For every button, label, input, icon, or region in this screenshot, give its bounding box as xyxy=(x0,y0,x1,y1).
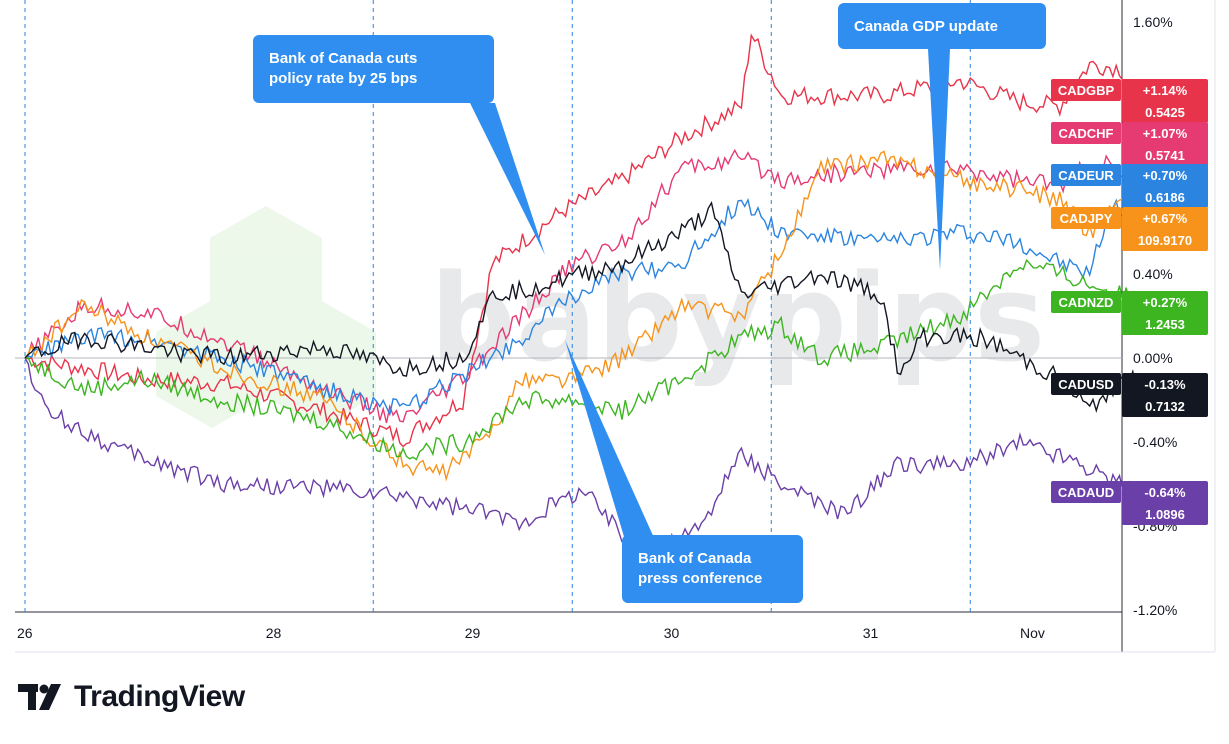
annotation-callout: Bank of Canada press conference xyxy=(565,340,803,603)
series-price: 0.5425 xyxy=(1145,105,1185,120)
series-label-cadchf: CADCHF +1.07% 0.5741 xyxy=(1051,122,1208,166)
series-label-cadgbp: CADGBP +1.14% 0.5425 xyxy=(1051,79,1208,123)
series-name: CADEUR xyxy=(1058,168,1114,183)
y-tick-label: -1.20% xyxy=(1133,602,1177,618)
series-price: 1.0896 xyxy=(1145,507,1185,522)
annotation-tail xyxy=(565,340,655,540)
annotation-callout: Bank of Canada cuts policy rate by 25 bps xyxy=(253,35,545,255)
series-price: 0.5741 xyxy=(1145,148,1185,163)
series-change: +1.07% xyxy=(1143,126,1188,141)
tradingview-logo: TradingView xyxy=(18,680,245,714)
watermark: babypips xyxy=(156,206,1045,428)
series-line-cadaud xyxy=(24,357,1160,569)
series-name-tag xyxy=(1051,291,1121,313)
annotation-text: press conference xyxy=(638,570,762,587)
series-value-tag xyxy=(1122,373,1208,417)
annotation-callout: Canada GDP update xyxy=(838,3,1046,270)
series-change: +0.27% xyxy=(1143,295,1188,310)
series-name: CADAUD xyxy=(1058,485,1114,500)
series-price: 1.2453 xyxy=(1145,317,1185,332)
series-name-tag xyxy=(1051,373,1121,395)
x-tick-label: 31 xyxy=(863,625,879,641)
y-tick-label: 1.60% xyxy=(1133,14,1173,30)
series-change: -0.13% xyxy=(1144,377,1186,392)
annotation-box xyxy=(622,535,803,603)
watermark-text: babypips xyxy=(430,250,1045,389)
series-value-tag xyxy=(1122,291,1208,335)
y-tick-label: 0.00% xyxy=(1133,350,1173,366)
series-name: CADGBP xyxy=(1058,83,1115,98)
annotation-text: policy rate by 25 bps xyxy=(269,70,417,87)
annotation-text: Bank of Canada cuts xyxy=(269,50,417,67)
series-name: CADJPY xyxy=(1060,211,1113,226)
x-tick-label: 28 xyxy=(266,625,282,641)
series-name-tag xyxy=(1051,207,1121,229)
series-name-tag xyxy=(1051,481,1121,503)
y-tick-label: -0.40% xyxy=(1133,434,1177,450)
series-value-tag xyxy=(1122,207,1208,251)
x-tick-label: Nov xyxy=(1020,625,1045,641)
series-value-tag xyxy=(1122,79,1208,123)
series-value-tag xyxy=(1122,122,1208,166)
series-change: +0.70% xyxy=(1143,168,1188,183)
series-price: 0.7132 xyxy=(1145,399,1185,414)
series-label-cadnzd: CADNZD +0.27% 1.2453 xyxy=(1051,291,1208,335)
series-line-cadchf xyxy=(24,132,1160,424)
series-change: +1.14% xyxy=(1143,83,1188,98)
annotation-tail xyxy=(470,103,545,255)
x-tick-label: 30 xyxy=(664,625,680,641)
series-value-tag xyxy=(1122,164,1208,208)
series-value-tag xyxy=(1122,481,1208,525)
series-label-cadeur: CADEUR +0.70% 0.6186 xyxy=(1051,164,1208,208)
series-name-tag xyxy=(1051,164,1121,186)
annotation-text: Bank of Canada xyxy=(638,550,752,567)
series-name: CADCHF xyxy=(1059,126,1114,141)
series-label-cadaud: CADAUD -0.64% 1.0896 xyxy=(1051,481,1208,525)
series-name-tag xyxy=(1051,79,1121,101)
series-price: 0.6186 xyxy=(1145,190,1185,205)
series-label-cadjpy: CADJPY +0.67% 109.9170 xyxy=(1051,207,1208,251)
series-line-cadusd xyxy=(24,201,1160,414)
y-tick-label: 0.40% xyxy=(1133,266,1173,282)
series-price: 109.9170 xyxy=(1138,233,1192,248)
annotation-box xyxy=(253,35,494,103)
annotation-tail xyxy=(928,49,950,270)
series-change: -0.64% xyxy=(1144,485,1186,500)
series-name: CADUSD xyxy=(1058,377,1114,392)
x-tick-label: 29 xyxy=(465,625,481,641)
series-line-cadjpy xyxy=(24,150,1160,482)
annotation-text: Canada GDP update xyxy=(854,18,998,35)
series-name-tag xyxy=(1051,122,1121,144)
series-label-cadusd: CADUSD -0.13% 0.7132 xyxy=(1051,373,1208,417)
tradingview-logo-text: TradingView xyxy=(74,680,245,713)
tradingview-logo-icon xyxy=(18,684,61,710)
x-tick-label: 26 xyxy=(17,625,33,641)
series-name: CADNZD xyxy=(1059,295,1114,310)
series-line-cadgbp xyxy=(24,33,1160,448)
series-change: +0.67% xyxy=(1143,211,1188,226)
annotation-box xyxy=(838,3,1046,49)
